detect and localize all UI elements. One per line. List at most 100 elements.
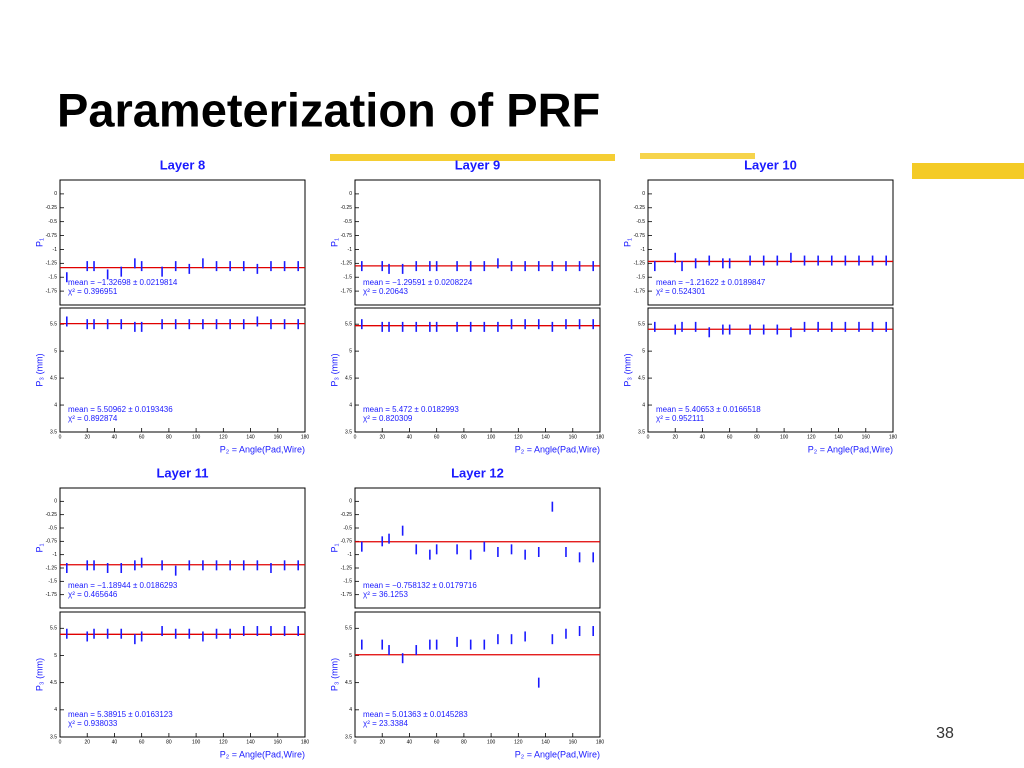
y-tick-label: 5.5 <box>345 322 352 328</box>
y-tick-label: -1.5 <box>636 275 645 281</box>
panel-title: Layer 10 <box>744 157 797 172</box>
y-axis-label: P₃ (mm) <box>34 658 44 691</box>
plot-frame <box>59 611 306 738</box>
x-tick-label: 120 <box>514 434 523 440</box>
y-tick-label: 5 <box>349 653 352 659</box>
x-tick-label: 160 <box>569 434 578 440</box>
y-tick-label: 0 <box>349 191 352 197</box>
y-tick-label: 0 <box>349 499 352 505</box>
x-tick-label: 40 <box>112 434 118 440</box>
y-tick-label: -0.5 <box>48 525 57 531</box>
y-tick-label: -1 <box>348 247 353 253</box>
y-tick-label: -1.75 <box>46 592 58 598</box>
x-tick-label: 180 <box>301 739 310 745</box>
panel-title: Layer 12 <box>451 465 504 480</box>
x-tick-label: 180 <box>301 434 310 440</box>
y-tick-label: 3.5 <box>345 429 352 435</box>
y-tick-label: -0.5 <box>636 219 645 225</box>
x-tick-label: 20 <box>379 739 385 745</box>
y-tick-label: -1.25 <box>46 261 58 267</box>
x-axis-label: P₂ = Angle(Pad,Wire) <box>220 444 305 454</box>
y-axis-label: P₃ (mm) <box>622 353 632 386</box>
fit-annotation: χ² = 0.524301 <box>656 287 706 296</box>
y-tick-label: -1 <box>53 247 58 253</box>
plot-frame <box>59 307 306 433</box>
x-tick-label: 60 <box>139 739 145 745</box>
x-tick-label: 0 <box>354 739 357 745</box>
y-tick-label: 3.5 <box>638 429 645 435</box>
y-tick-label: 3.5 <box>345 734 352 740</box>
y-tick-label: 5 <box>642 348 645 354</box>
fit-annotation: mean = 5.50962 ± 0.0193436 <box>68 405 173 414</box>
x-tick-label: 20 <box>84 434 90 440</box>
y-axis-label: P₁ <box>329 543 339 552</box>
y-tick-label: 0 <box>54 191 57 197</box>
fit-annotation: χ² = 0.465646 <box>68 590 118 599</box>
x-tick-label: 0 <box>59 739 62 745</box>
x-tick-label: 120 <box>219 739 228 745</box>
plot-frame <box>354 307 601 433</box>
y-tick-label: 5 <box>54 348 57 354</box>
x-tick-label: 140 <box>541 739 550 745</box>
y-tick-label: 3.5 <box>50 429 57 435</box>
fit-annotation: mean = −1.21622 ± 0.0189847 <box>656 278 766 287</box>
highlight-stroke <box>640 153 755 159</box>
y-tick-label: -0.5 <box>48 219 57 225</box>
plot-frame <box>647 179 894 306</box>
fit-annotation: χ² = 0.938033 <box>68 719 118 728</box>
y-tick-label: -0.5 <box>343 219 352 225</box>
y-tick-label: -1.25 <box>341 261 353 267</box>
x-tick-label: 40 <box>700 434 706 440</box>
x-tick-label: 140 <box>834 434 843 440</box>
y-tick-label: -0.25 <box>46 205 58 211</box>
fit-annotation: χ² = 0.952111 <box>656 414 705 423</box>
y-axis-label: P₃ (mm) <box>329 353 339 386</box>
fit-annotation: mean = −1.18944 ± 0.0186293 <box>68 581 178 590</box>
fit-annotation: mean = 5.38915 ± 0.0163123 <box>68 710 173 719</box>
x-tick-label: 100 <box>192 434 201 440</box>
y-axis-label: P₃ (mm) <box>34 353 44 386</box>
plot-frame <box>59 487 306 609</box>
x-tick-label: 40 <box>407 739 413 745</box>
y-tick-label: -1 <box>641 247 646 253</box>
x-tick-label: 80 <box>461 434 467 440</box>
y-tick-label: -0.25 <box>46 512 58 518</box>
y-tick-label: -0.25 <box>341 205 353 211</box>
highlight-stroke <box>912 163 1024 179</box>
x-axis-label: P₂ = Angle(Pad,Wire) <box>515 749 600 759</box>
x-tick-label: 0 <box>59 434 62 440</box>
x-tick-label: 100 <box>487 434 496 440</box>
y-axis-label: P₁ <box>622 238 632 247</box>
x-tick-label: 40 <box>112 739 118 745</box>
y-tick-label: -0.25 <box>341 512 353 518</box>
x-tick-label: 180 <box>596 739 605 745</box>
panel-title: Layer 8 <box>160 157 206 172</box>
x-tick-label: 160 <box>274 434 283 440</box>
y-tick-label: -1.5 <box>343 579 352 585</box>
y-tick-label: 5 <box>349 348 352 354</box>
x-tick-label: 140 <box>246 739 255 745</box>
y-tick-label: 5.5 <box>50 626 57 632</box>
plot-frame <box>59 179 306 306</box>
fit-annotation: χ² = 0.820309 <box>363 414 413 423</box>
y-tick-label: -1.75 <box>634 288 646 294</box>
x-axis-label: P₂ = Angle(Pad,Wire) <box>515 444 600 454</box>
y-tick-label: 3.5 <box>50 734 57 740</box>
fit-annotation: χ² = 0.892874 <box>68 414 118 423</box>
y-tick-label: -1.75 <box>341 288 353 294</box>
y-tick-label: -0.75 <box>341 233 353 239</box>
y-tick-label: -1.25 <box>46 565 58 571</box>
y-tick-label: -1.25 <box>341 565 353 571</box>
y-tick-label: -1.5 <box>48 579 57 585</box>
y-tick-label: 5 <box>54 653 57 659</box>
fit-annotation: mean = 5.01363 ± 0.0145283 <box>363 710 468 719</box>
x-tick-label: 120 <box>807 434 816 440</box>
plot-frame <box>354 179 601 306</box>
y-tick-label: -1.75 <box>46 288 58 294</box>
fit-annotation: χ² = 23.3384 <box>363 719 408 728</box>
y-tick-label: -0.75 <box>634 233 646 239</box>
x-tick-label: 140 <box>541 434 550 440</box>
y-tick-label: 4.5 <box>50 680 57 686</box>
slide-title: Parameterization of PRF <box>57 83 600 136</box>
